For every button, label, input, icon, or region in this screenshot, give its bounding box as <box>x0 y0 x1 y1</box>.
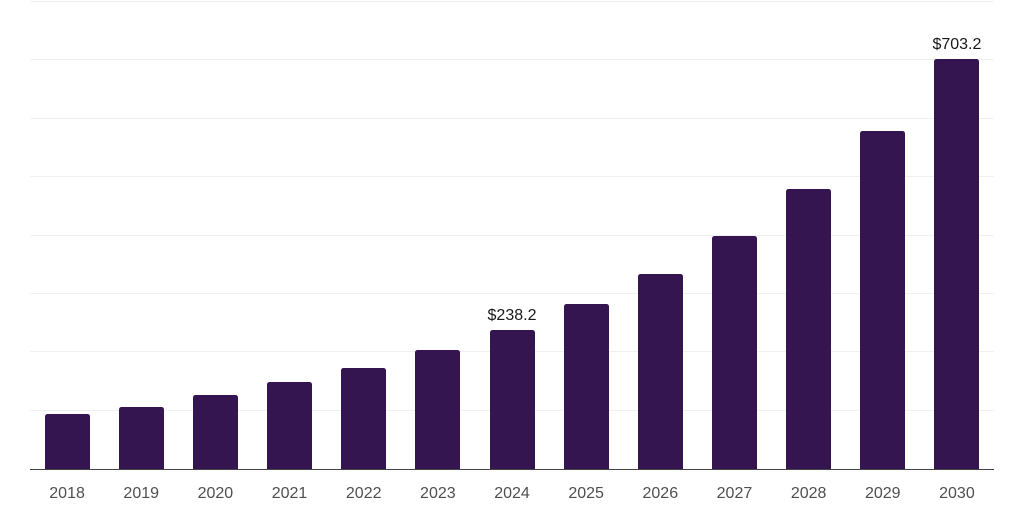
x-tick-2027: 2027 <box>716 485 753 502</box>
bar-2024 <box>489 329 535 469</box>
x-axis-labels: 2018 2019 2020 2021 2022 2023 2024 2025 2026 2027… <box>30 484 994 504</box>
data-label-2030: $703.2 <box>932 35 982 53</box>
bar-2018 <box>44 414 90 469</box>
x-tick-2026: 2026 <box>642 485 679 502</box>
x-tick-2021: 2021 <box>271 485 308 502</box>
gridline-600 <box>30 117 994 119</box>
bar-2028 <box>786 188 832 469</box>
x-tick-2019: 2019 <box>123 485 160 502</box>
x-tick-2020: 2020 <box>197 485 234 502</box>
x-tick-2023: 2023 <box>420 485 456 502</box>
gridline-400 <box>30 234 994 236</box>
x-tick-2024: 2024 <box>494 485 530 502</box>
bar-2030 <box>934 58 980 469</box>
bar-2027 <box>711 235 757 469</box>
bar-2023 <box>415 350 461 469</box>
x-tick-2022: 2022 <box>345 485 382 502</box>
x-tick-2028: 2028 <box>790 485 827 502</box>
x-tick-2030: 2030 <box>939 485 975 502</box>
bar-2022 <box>341 367 387 469</box>
bar-2021 <box>267 381 313 469</box>
x-tick-2029: 2029 <box>864 485 901 502</box>
bar-2020 <box>192 394 238 469</box>
plot-area: $238.2 $703.2 <box>30 1 994 470</box>
gridline-300 <box>30 292 994 294</box>
gridline-800 <box>30 1 994 2</box>
x-tick-2018: 2018 <box>49 485 85 502</box>
gridline-500 <box>30 176 994 178</box>
bar-2029 <box>860 130 906 469</box>
bar-2025 <box>563 304 609 469</box>
gridline-700 <box>30 59 994 61</box>
bar-2019 <box>118 406 164 469</box>
bar-2026 <box>637 273 683 469</box>
x-tick-2025: 2025 <box>568 485 604 502</box>
data-label-2024: $238.2 <box>487 306 537 324</box>
